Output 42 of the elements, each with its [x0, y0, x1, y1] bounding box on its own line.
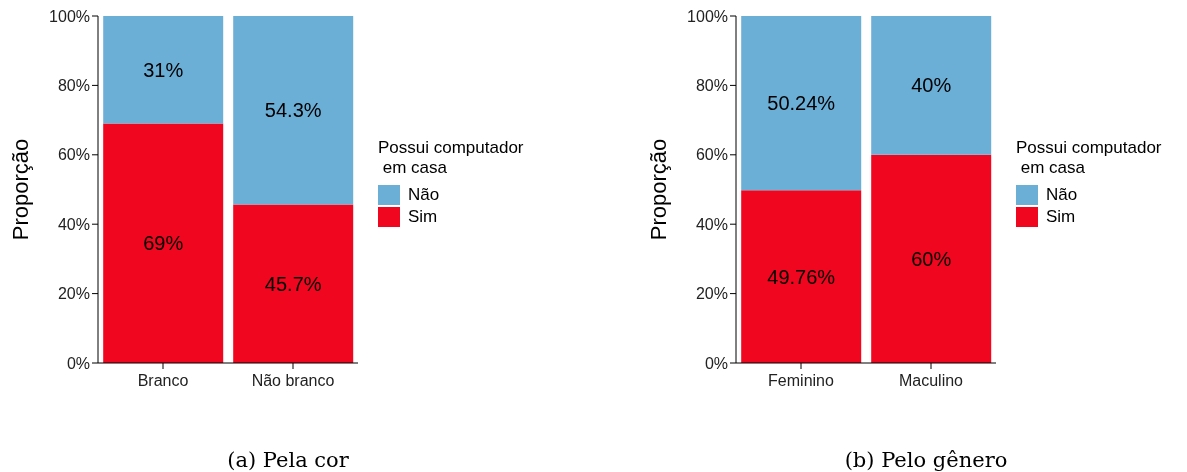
y-tick-label: 60% [695, 146, 728, 164]
y-tick-label: 100% [687, 7, 728, 25]
data-label: 50.24% [767, 92, 836, 115]
bar [103, 123, 224, 363]
y-tick-label: 60% [57, 146, 90, 164]
text: (b) Pelo gênero [843, 448, 1009, 472]
bar [871, 16, 992, 155]
legend-title: Possui computador em casa [1016, 138, 1162, 178]
legend-title: Possui computador em casa [378, 138, 524, 178]
y-tick-label: 40% [57, 215, 90, 233]
y-tick-label: 80% [695, 77, 728, 95]
data-label: 31% [143, 58, 184, 81]
bar [233, 204, 354, 363]
bar [741, 16, 862, 191]
data-label: 60% [911, 247, 952, 270]
data-label: 69% [143, 232, 184, 255]
x-tick-label: Feminino [768, 372, 834, 390]
data-label: 54.3% [264, 99, 322, 122]
data-label: 49.76% [767, 265, 836, 288]
legend-label: Não [408, 185, 440, 205]
legend-label: Sim [408, 207, 438, 227]
legend-label: Sim [1046, 207, 1076, 227]
bar [103, 16, 224, 124]
x-tick-label: Não branco [251, 372, 335, 390]
y-tick-label: 80% [57, 77, 90, 95]
bar [233, 16, 354, 205]
y-axis-title: Proporção [7, 138, 33, 241]
y-axis-title: Proporção [645, 138, 671, 241]
y-tick-label: 40% [695, 215, 728, 233]
legend-label: Não [1046, 185, 1078, 205]
data-label: 45.7% [264, 272, 322, 295]
bar [871, 154, 992, 363]
text: (a) Pela cor [226, 448, 350, 472]
x-tick-label: Branco [137, 372, 189, 390]
data-label: 40% [911, 74, 952, 97]
y-tick-label: 20% [57, 285, 90, 303]
y-tick-label: 100% [49, 7, 90, 25]
x-tick-label: Maculino [898, 372, 964, 390]
y-tick-label: 0% [66, 354, 90, 372]
bar [741, 190, 862, 363]
y-tick-label: 20% [695, 285, 728, 303]
y-tick-label: 0% [704, 354, 728, 372]
